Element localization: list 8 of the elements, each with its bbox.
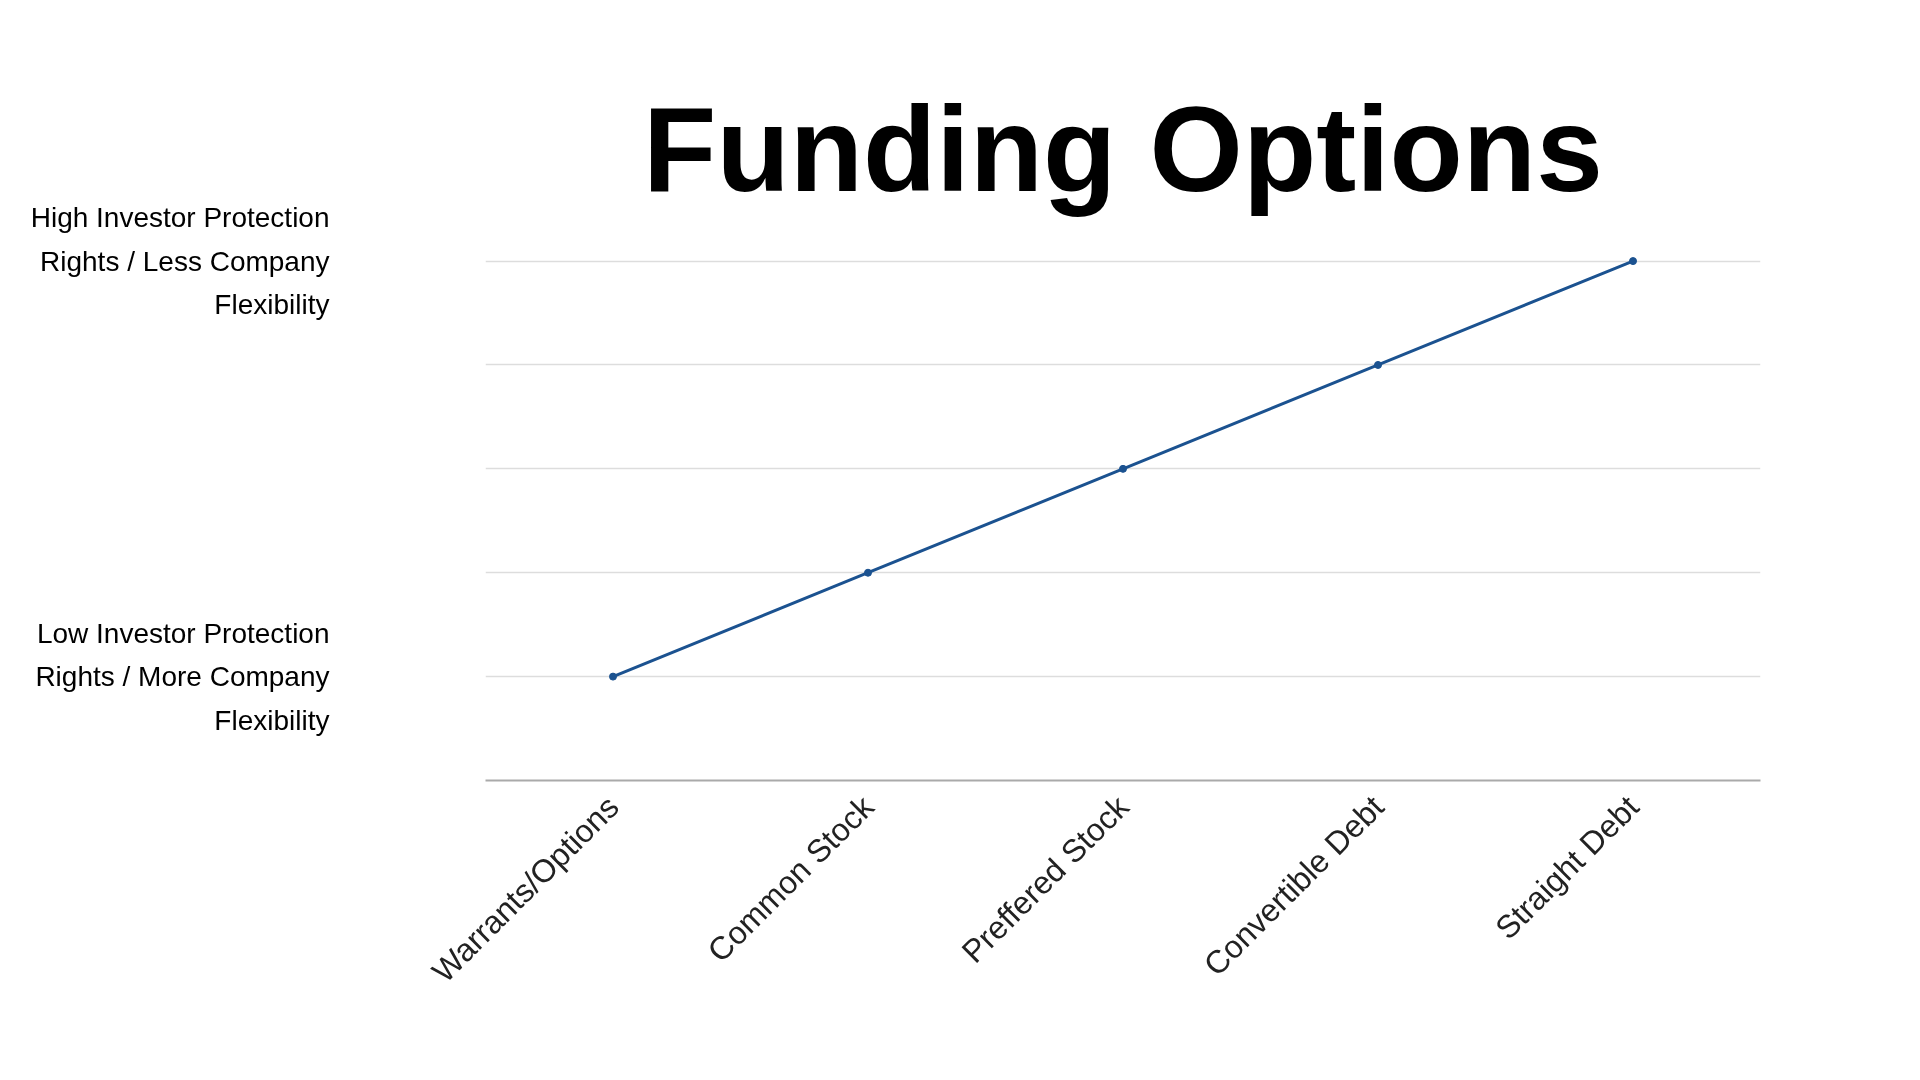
point xyxy=(864,568,872,577)
point xyxy=(609,672,617,681)
text: High Investor Protection Rights / Less Company Flexibility xyxy=(30,202,330,320)
point xyxy=(1629,257,1637,266)
text: Low Investor Protection Rights / More Company Flexibility xyxy=(35,617,330,736)
point xyxy=(1374,360,1382,369)
point xyxy=(1119,464,1127,473)
chart-title: Funding Options xyxy=(643,81,1603,217)
